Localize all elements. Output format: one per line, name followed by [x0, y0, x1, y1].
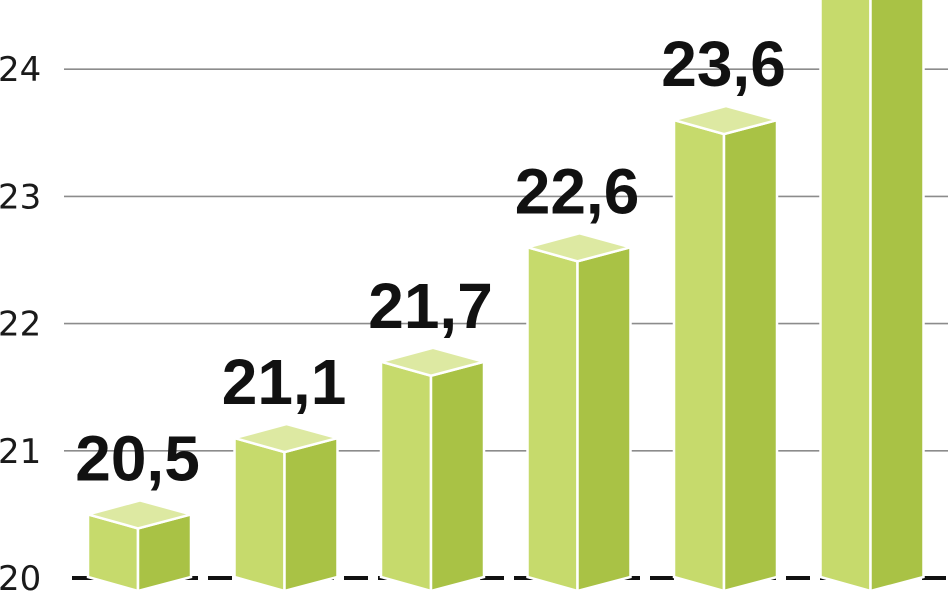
bar-side-face — [283, 436, 339, 593]
y-tick-label: 22 — [0, 305, 41, 345]
y-tick-label: 20 — [0, 559, 41, 593]
bar-top-face — [229, 422, 343, 454]
bar-side-face — [869, 0, 925, 593]
bar — [229, 422, 343, 593]
bar — [819, 0, 925, 593]
bar — [522, 231, 636, 593]
data-labels: 20,5 21,1 21,7 22,6 23,6 — [75, 28, 786, 494]
y-tick-label: 23 — [0, 177, 41, 217]
bar-top-face — [669, 104, 782, 136]
bar — [669, 104, 782, 593]
bar-top-face — [83, 499, 196, 530]
bar-side-face — [429, 360, 486, 593]
bar — [376, 346, 489, 593]
data-label: 21,1 — [222, 346, 347, 418]
data-label: 21,7 — [368, 270, 493, 342]
gridlines — [64, 68, 948, 580]
bar-front-face — [819, 0, 872, 593]
bar-front-face — [672, 118, 726, 593]
bars — [83, 0, 925, 593]
bar-top-face — [376, 346, 489, 378]
y-tick-label: 24 — [0, 50, 41, 90]
bar-top-face — [522, 231, 636, 263]
bar-side-face — [576, 245, 632, 593]
bar-front-face — [526, 245, 579, 593]
bar — [83, 499, 196, 593]
data-label: 23,6 — [661, 28, 786, 100]
bar-front-face — [233, 436, 286, 593]
bar-side-face — [722, 118, 779, 593]
data-label: 22,6 — [515, 155, 640, 227]
data-label: 20,5 — [75, 422, 200, 494]
y-tick-label: 21 — [0, 432, 41, 472]
y-axis-ticks: 20 21 22 23 24 — [0, 50, 41, 593]
bar-front-face — [379, 360, 433, 593]
